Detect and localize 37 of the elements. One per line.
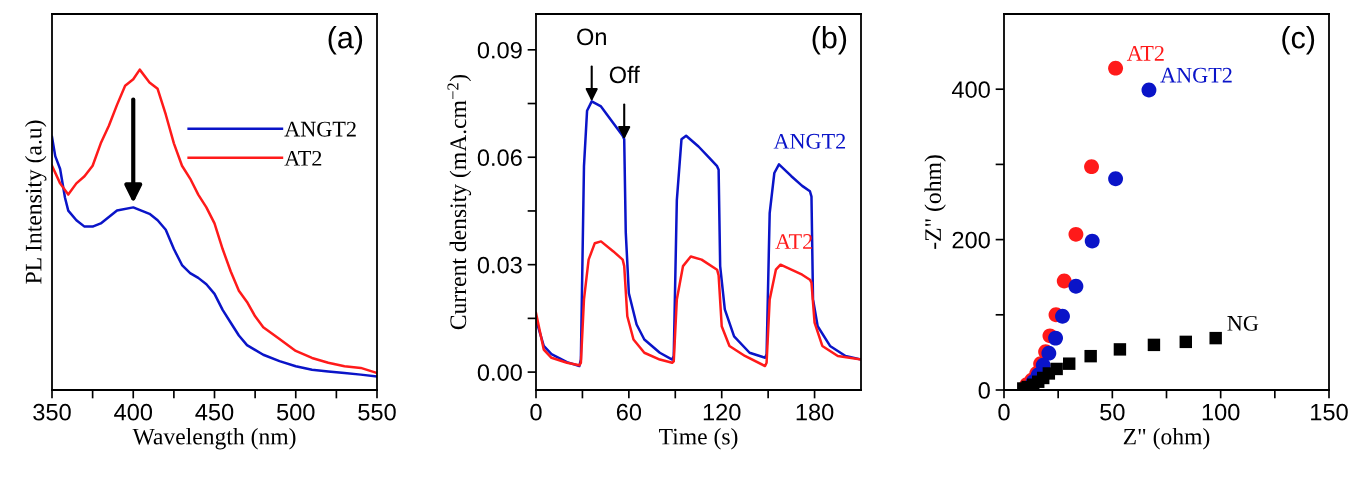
x-tick-label: 400 xyxy=(114,403,153,421)
annotation: (c) xyxy=(1282,26,1315,55)
x-tick-label: 0 xyxy=(998,403,1010,421)
x-tick-label: 0 xyxy=(530,403,542,421)
y-axis-title: Current density (mA.cm$^{−2}$) xyxy=(447,74,472,330)
x-tick-label: 120 xyxy=(703,403,741,421)
annotation: On xyxy=(577,28,606,46)
x-tick-label: 450 xyxy=(195,403,234,421)
y-tick-label: 200 xyxy=(952,231,990,249)
x-tick-label: 150 xyxy=(1311,403,1348,421)
text: (a) xyxy=(328,26,363,55)
y-tick-label: 0.00 xyxy=(477,364,522,381)
legend-label: ANGT2 xyxy=(284,121,356,137)
y-axis-title: -Z" (ohm) xyxy=(924,155,946,249)
x-tick-label: 100 xyxy=(1202,403,1240,421)
x-tick-label: 500 xyxy=(277,403,315,421)
x-axis-title: Z" (ohm) xyxy=(1123,427,1210,450)
y-axis-title: PL Intensity (a.u) xyxy=(24,120,47,284)
x-tick-label: 60 xyxy=(616,403,642,421)
annotation: Off xyxy=(609,65,640,84)
x-axis-title: Time (s) xyxy=(659,427,738,450)
y-tick-label: 0.09 xyxy=(477,41,522,59)
x-tick-label: 550 xyxy=(358,403,396,421)
series-label: NG xyxy=(1227,315,1259,331)
y-tick-label: 0 xyxy=(978,382,990,399)
x-tick-label: 50 xyxy=(1100,403,1125,421)
legend-label: AT2 xyxy=(284,150,322,166)
x-axis-title: Wavelength (nm) xyxy=(132,427,296,450)
x-tick-label: 350 xyxy=(33,403,71,421)
x-tick-label: 180 xyxy=(796,403,834,421)
series-label: ANGT2 xyxy=(773,133,846,149)
series-label: ANGT2 xyxy=(1160,67,1232,83)
series-label: AT2 xyxy=(1126,45,1164,61)
annotation: (b) xyxy=(812,26,847,55)
y-tick-label: 400 xyxy=(951,81,990,98)
y-tick-label: 0.06 xyxy=(477,149,522,167)
y-tick-label: 0.03 xyxy=(477,256,522,274)
